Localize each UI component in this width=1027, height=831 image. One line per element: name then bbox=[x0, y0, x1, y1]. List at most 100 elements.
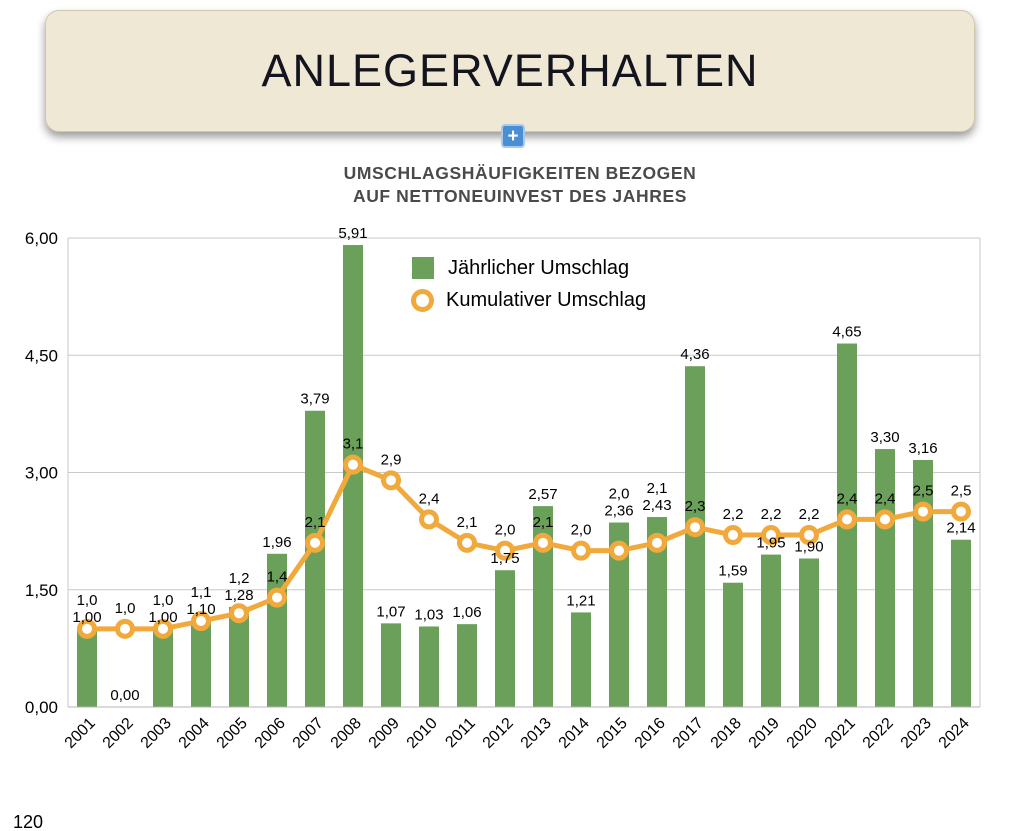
chart-legend: Jährlicher Umschlag Kumulativer Umschlag bbox=[406, 252, 646, 316]
next-chart-partial-axis-label: 120 bbox=[13, 812, 44, 831]
year-label-2021: 2021 bbox=[822, 715, 859, 752]
bar-2023 bbox=[913, 459, 933, 707]
y-tick-label: 3,00 bbox=[25, 464, 58, 483]
line-label-2004: 1,1 bbox=[191, 584, 212, 601]
year-label-2016: 2016 bbox=[632, 715, 669, 752]
line-marker-2020 bbox=[799, 525, 819, 546]
line-marker-2015 bbox=[609, 540, 629, 561]
bar-2001 bbox=[77, 628, 97, 707]
bar-2003 bbox=[153, 628, 173, 707]
line-marker-2001 bbox=[77, 618, 97, 639]
bar-2007 bbox=[305, 410, 325, 707]
line-marker-2018 bbox=[723, 525, 743, 546]
bar-2020 bbox=[799, 558, 819, 707]
expand-plus-button[interactable]: + bbox=[501, 124, 525, 148]
y-tick-label: 1,50 bbox=[25, 581, 58, 600]
line-label-2015: 2,0 bbox=[609, 486, 630, 503]
year-label-2019: 2019 bbox=[746, 715, 783, 752]
line-marker-2016 bbox=[647, 532, 667, 553]
line-label-2016: 2,1 bbox=[647, 480, 668, 497]
year-label-2014: 2014 bbox=[556, 715, 593, 752]
bar-2011 bbox=[457, 624, 477, 707]
year-label-2006: 2006 bbox=[252, 715, 289, 752]
legend-bar-label: Jährlicher Umschlag bbox=[448, 256, 630, 279]
legend-item-bars: Jährlicher Umschlag bbox=[406, 252, 646, 284]
line-label-2001: 1,0 bbox=[77, 592, 98, 609]
y-tick-label: 6,00 bbox=[25, 229, 58, 248]
year-label-2023: 2023 bbox=[898, 715, 935, 752]
line-label-2013: 2,1 bbox=[533, 514, 554, 531]
year-label-2013: 2013 bbox=[518, 715, 555, 752]
legend-line-label: Kumulativer Umschlag bbox=[446, 288, 647, 311]
bar-label-2011: 1,06 bbox=[452, 604, 481, 621]
line-label-2023: 2,5 bbox=[913, 483, 934, 500]
bar-2018 bbox=[723, 582, 743, 707]
line-marker-2021 bbox=[837, 509, 857, 530]
line-marker-2023 bbox=[913, 501, 933, 522]
line-label-2019: 2,2 bbox=[761, 506, 782, 523]
y-tick-label: 4,50 bbox=[25, 346, 58, 365]
line-label-2020: 2,2 bbox=[799, 506, 820, 523]
line-label-2024: 2,5 bbox=[951, 483, 972, 500]
bar-label-2004: 1,10 bbox=[186, 601, 215, 618]
line-label-2003: 1,0 bbox=[153, 592, 174, 609]
bar-label-2003: 1,00 bbox=[148, 609, 177, 626]
y-tick-label: 0,00 bbox=[25, 698, 58, 717]
line-marker-2004 bbox=[191, 611, 211, 632]
bar-2014 bbox=[571, 612, 591, 707]
line-marker-2012 bbox=[495, 540, 515, 561]
year-label-2001: 2001 bbox=[62, 715, 99, 752]
bar-label-2013: 2,57 bbox=[528, 486, 557, 503]
bar-label-2002: 0,00 bbox=[110, 687, 139, 704]
line-marker-2024 bbox=[951, 501, 971, 522]
bar-label-2008: 5,91 bbox=[338, 225, 367, 242]
year-label-2007: 2007 bbox=[290, 715, 327, 752]
bar-2005 bbox=[229, 606, 249, 707]
line-marker-2006 bbox=[267, 587, 287, 608]
bar-label-2019: 1,95 bbox=[756, 535, 785, 552]
bar-2009 bbox=[381, 623, 401, 707]
year-label-2005: 2005 bbox=[214, 715, 251, 752]
bar-label-2016: 2,43 bbox=[642, 497, 671, 514]
bar-label-2023: 3,16 bbox=[908, 440, 937, 457]
line-marker-2011 bbox=[457, 532, 477, 553]
bar-label-2020: 1,90 bbox=[794, 538, 823, 555]
legend-bar-swatch-icon bbox=[412, 257, 434, 279]
line-label-2011: 2,1 bbox=[457, 514, 478, 531]
line-marker-2008 bbox=[343, 454, 363, 475]
line-marker-2010 bbox=[419, 509, 439, 530]
slide-title: ANLEGERVERHALTEN bbox=[261, 45, 759, 96]
year-label-2003: 2003 bbox=[138, 715, 175, 752]
bar-2004 bbox=[191, 621, 211, 707]
year-label-2015: 2015 bbox=[594, 715, 631, 752]
legend-item-line: Kumulativer Umschlag bbox=[406, 284, 646, 316]
bar-label-2005: 1,28 bbox=[224, 587, 253, 604]
chart-title: UMSCHLAGSHÄUFIGKEITEN BEZOGEN AUF NETTON… bbox=[0, 162, 1027, 208]
year-label-2008: 2008 bbox=[328, 715, 365, 752]
bar-2010 bbox=[419, 626, 439, 707]
bar-2013 bbox=[533, 506, 553, 707]
bar-label-2006: 1,96 bbox=[262, 534, 291, 551]
year-label-2004: 2004 bbox=[176, 715, 213, 752]
line-marker-2003 bbox=[153, 618, 173, 639]
year-label-2012: 2012 bbox=[480, 715, 517, 752]
bar-label-2009: 1,07 bbox=[376, 603, 405, 620]
chart-title-line2: AUF NETTONEUINVEST DES JAHRES bbox=[352, 186, 688, 206]
bar-label-2024: 2,14 bbox=[946, 520, 975, 537]
line-label-2002: 1,0 bbox=[115, 600, 136, 617]
line-marker-2017 bbox=[685, 517, 705, 538]
line-marker-2013 bbox=[533, 532, 553, 553]
line-marker-2014 bbox=[571, 540, 591, 561]
legend-line-marker-icon bbox=[411, 288, 434, 312]
year-label-2011: 2011 bbox=[442, 715, 478, 751]
bar-label-2001: 1,00 bbox=[72, 609, 101, 626]
line-label-2006: 1,4 bbox=[267, 569, 288, 586]
bar-label-2007: 3,79 bbox=[300, 391, 329, 408]
line-marker-2002 bbox=[115, 618, 135, 639]
line-label-2021: 2,4 bbox=[837, 490, 858, 507]
cumulative-line bbox=[87, 462, 961, 632]
year-label-2022: 2022 bbox=[860, 715, 897, 752]
bar-2024 bbox=[951, 539, 971, 707]
bar-label-2015: 2,36 bbox=[604, 503, 633, 520]
